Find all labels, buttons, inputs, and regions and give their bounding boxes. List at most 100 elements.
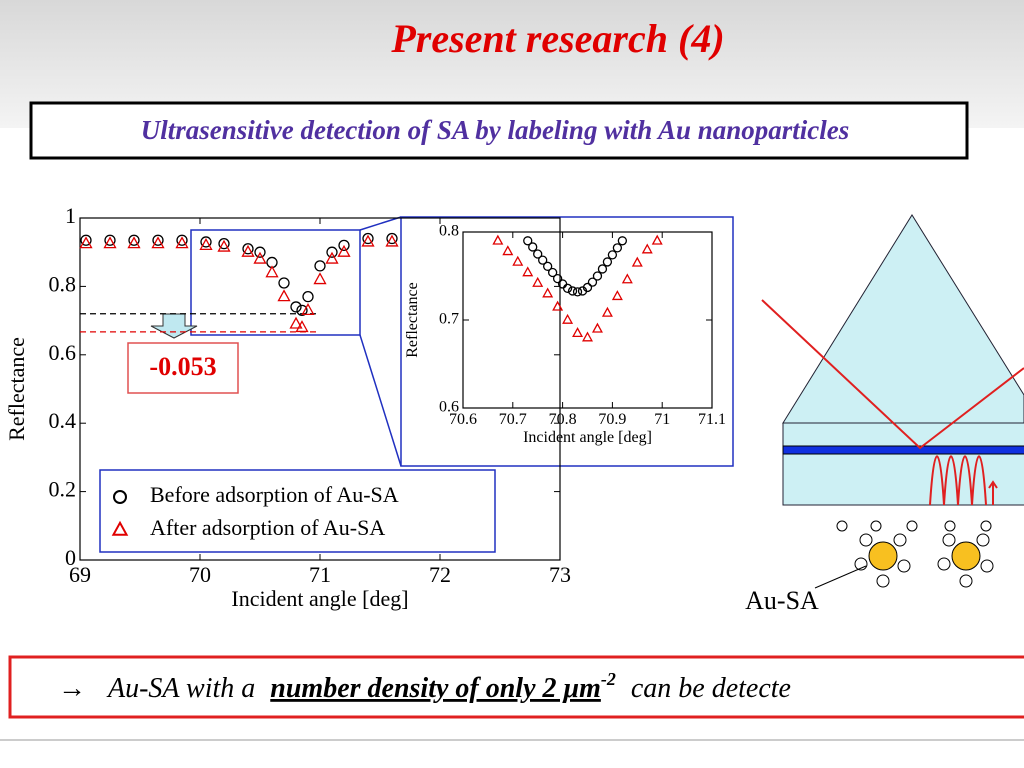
legend-marker: [111, 520, 129, 536]
data-point: [631, 256, 643, 267]
slide-title: Present research (4): [390, 16, 724, 61]
data-point: [523, 236, 533, 246]
data-point: [567, 286, 578, 296]
note-lead: Au-SA with a: [106, 673, 255, 704]
data-point: [325, 251, 339, 264]
data-point: [528, 242, 538, 252]
x-tick-label: 70.8: [549, 411, 577, 428]
x-tick-label: 70.9: [598, 411, 626, 428]
legend-label: Before adsorption of Au-SA: [150, 482, 399, 507]
data-point: [176, 234, 188, 246]
data-point: [217, 239, 231, 252]
y-tick-label: 0: [65, 545, 76, 570]
data-point: [362, 232, 374, 245]
data-point: [502, 245, 514, 256]
data-point: [254, 246, 266, 258]
data-point: [104, 234, 116, 246]
data-point: [296, 304, 308, 316]
data-point: [602, 257, 613, 267]
data-point: [253, 251, 267, 264]
data-point: [552, 273, 563, 284]
data-point: [538, 255, 548, 265]
data-point: [533, 249, 543, 259]
x-tick-label: 73: [549, 562, 571, 587]
data-point: [592, 271, 603, 281]
y-tick-label: 0.8: [439, 223, 459, 240]
inset-frame: [400, 216, 734, 467]
annotation-box: [127, 342, 239, 394]
evanescent-wave: [929, 455, 987, 506]
data-point: [80, 234, 92, 246]
y-axis-label: Reflectance: [404, 282, 421, 358]
substrate: [782, 422, 1024, 506]
data-point: [175, 236, 189, 249]
data-point: [289, 316, 303, 329]
data-point: [542, 287, 554, 298]
note-tail: can be detecte: [631, 673, 791, 704]
y-tick-label: 0.6: [439, 399, 459, 416]
note-superscript: -2: [601, 669, 616, 689]
slide-subtitle: Ultrasensitive detection of SA by labeli…: [141, 115, 850, 145]
subtitle-box: [29, 101, 969, 160]
data-point: [79, 236, 93, 249]
data-point: [128, 234, 140, 246]
y-tick-label: 0.2: [49, 477, 77, 502]
x-tick-label: 71.1: [698, 411, 726, 428]
data-point: [301, 302, 315, 315]
y-tick-label: 1: [65, 203, 76, 228]
data-point: [127, 236, 141, 249]
data-point: [582, 331, 593, 342]
data-point: [218, 237, 230, 250]
wave-arrow: [988, 480, 998, 505]
data-point: [512, 255, 524, 266]
data-point: [265, 265, 279, 278]
diagram-label: Au-SA: [745, 586, 819, 615]
data-point: [361, 234, 375, 247]
zoom-guide: [359, 334, 402, 467]
data-point: [103, 236, 117, 249]
label-leader: [814, 565, 867, 589]
x-tick-label: 72: [429, 562, 451, 587]
data-point: [582, 282, 593, 293]
y-axis-label: Reflectance: [4, 337, 29, 441]
zoom-guide: [359, 216, 402, 231]
data-point: [543, 261, 553, 271]
data-point: [621, 273, 633, 284]
note-box: [8, 655, 1024, 719]
data-point: [295, 320, 309, 333]
data-point: [151, 236, 165, 249]
y-tick-label: 0.7: [439, 311, 459, 328]
data-point: [611, 290, 623, 301]
data-point: [601, 306, 613, 317]
data-point: [532, 276, 544, 287]
data-point: [386, 232, 398, 245]
data-point: [607, 250, 618, 260]
legend-box: [99, 469, 496, 553]
annotation: -0.053: [149, 352, 216, 381]
data-point: [302, 291, 314, 303]
zoom-box: [190, 229, 361, 336]
data-point: [337, 244, 351, 257]
x-axis-label: Incident angle [deg]: [523, 429, 652, 446]
x-tick-label: 69: [69, 562, 91, 587]
legend-label: After adsorption of Au-SA: [150, 515, 385, 540]
legend-marker: [113, 490, 127, 504]
data-point: [277, 289, 291, 302]
data-point: [241, 244, 255, 257]
data-point: [313, 272, 327, 285]
data-point: [612, 243, 623, 253]
data-point: [597, 264, 608, 274]
note: → Au-SA with a number density of only 2 …: [58, 661, 791, 704]
molecules: [836, 520, 994, 588]
data-point: [562, 313, 574, 324]
data-point: [641, 243, 653, 254]
data-point: [617, 236, 628, 246]
data-point: [200, 236, 212, 248]
data-point: [199, 238, 213, 251]
x-tick-label: 71: [309, 562, 331, 587]
data-point: [314, 260, 326, 272]
data-point: [591, 322, 603, 333]
data-point: [522, 266, 534, 277]
note-arrow: →: [58, 673, 86, 704]
data-point: [572, 327, 584, 338]
